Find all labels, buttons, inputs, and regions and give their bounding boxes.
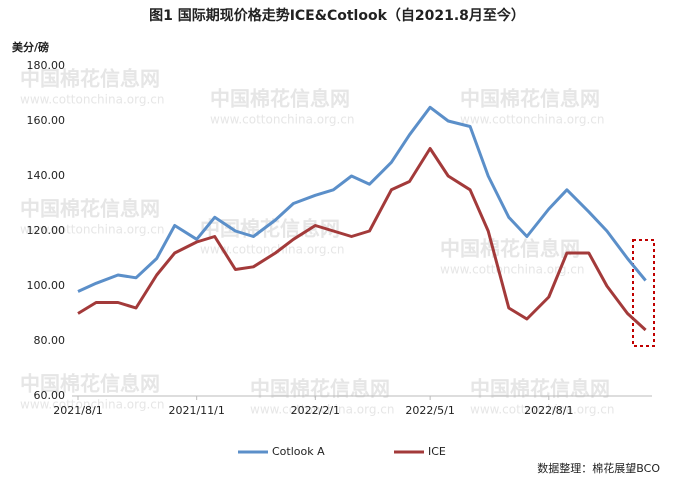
source-note: 数据整理：棉花展望BCO [537, 461, 660, 475]
series-line [77, 147, 647, 332]
watermark: 中国棉花信息网 [440, 237, 580, 261]
watermark: www.cottonchina.org.cn [250, 403, 394, 417]
watermark: www.cottonchina.org.cn [470, 403, 614, 417]
watermark: www.cottonchina.org.cn [20, 398, 164, 412]
watermark: 中国棉花信息网 [20, 197, 160, 221]
highlight-box [632, 239, 655, 347]
x-tick-label: 2022/8/1 [524, 404, 573, 417]
watermark: www.cottonchina.org.cn [460, 113, 604, 127]
watermark: 中国棉花信息网 [470, 377, 610, 401]
y-tick-label: 120.00 [27, 224, 66, 237]
y-tick-label: 160.00 [27, 114, 66, 127]
x-tick-label: 2022/5/1 [405, 404, 454, 417]
y-tick-label: 60.00 [34, 389, 66, 402]
y-tick-label: 100.00 [27, 279, 66, 292]
chart-title: 图1 国际期现价格走势ICE&Cotlook（自2021.8月至今） [149, 7, 525, 24]
legend-label: ICE [428, 445, 446, 458]
y-tick-label: 80.00 [34, 334, 66, 347]
legend-label: Cotlook A [272, 445, 325, 458]
watermarks: 中国棉花信息网 www.cottonchina.org.cn 中国棉花信息网 www.… [20, 67, 614, 417]
watermark: 中国棉花信息网 [20, 372, 160, 396]
x-tick-label: 2021/11/1 [168, 404, 224, 417]
watermark: www.cottonchina.org.cn [210, 113, 354, 127]
y-tick-label: 180.00 [27, 59, 66, 72]
y-tick-label: 140.00 [27, 169, 66, 182]
watermark: www.cottonchina.org.cn [440, 263, 584, 277]
watermark: 中国棉花信息网 [250, 377, 390, 401]
watermark: www.cottonchina.org.cn [20, 223, 164, 237]
watermark: www.cottonchina.org.cn [20, 93, 164, 107]
watermark: 中国棉花信息网 [200, 217, 340, 241]
y-axis-label: 美分/磅 [12, 40, 49, 54]
x-tick-label: 2021/8/1 [53, 404, 102, 417]
watermark: 中国棉花信息网 [210, 87, 350, 111]
watermark: 中国棉花信息网 [20, 67, 160, 91]
watermark: 中国棉花信息网 [460, 87, 600, 111]
watermark: www.cottonchina.org.cn [200, 243, 344, 257]
series-line [77, 105, 647, 293]
x-tick-label: 2022/2/1 [291, 404, 340, 417]
